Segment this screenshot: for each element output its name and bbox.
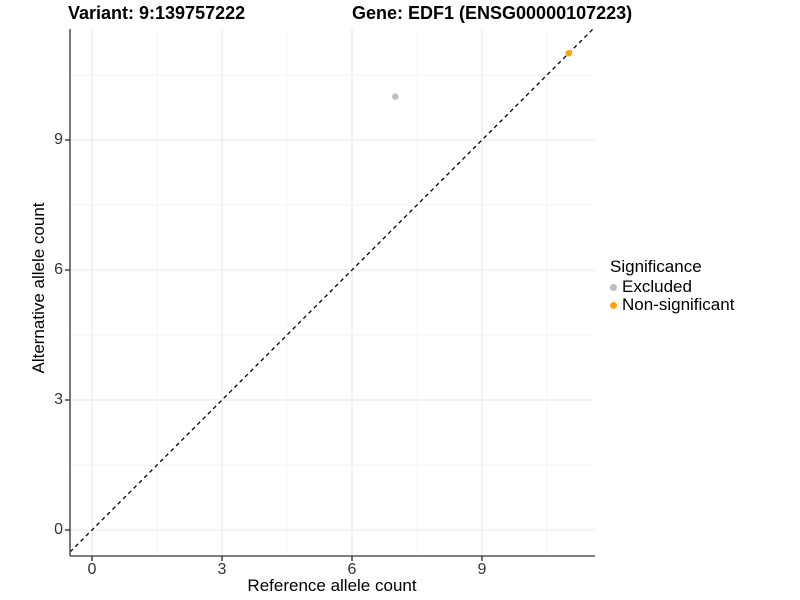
excluded-point-icon — [610, 283, 617, 291]
gene-title: Gene: EDF1 (ENSG00000107223) — [352, 3, 633, 23]
y-tick-label-3: 3 — [54, 391, 63, 408]
identity-line — [69, 28, 594, 553]
y-tick-label-9: 9 — [54, 131, 63, 148]
legend: Significance Excluded Non-significant — [610, 256, 734, 314]
y-axis-title: Alternative allele count — [29, 202, 48, 374]
legend-item-non-significant: Non-significant — [610, 295, 735, 314]
data-point-non-significant — [565, 50, 572, 57]
x-tick-label-9: 9 — [477, 561, 487, 578]
x-tick-label-0: 0 — [87, 561, 97, 578]
y-tick-label-6: 6 — [54, 261, 63, 278]
legend-label-excluded: Excluded — [622, 277, 692, 296]
legend-label-non-significant: Non-significant — [622, 295, 735, 314]
x-tick-label-3: 3 — [217, 561, 227, 578]
x-axis-title: Reference allele count — [247, 576, 417, 595]
y-tick-label-0: 0 — [54, 521, 63, 538]
legend-title: Significance — [610, 257, 702, 276]
x-tick-label-6: 6 — [347, 561, 357, 578]
non-significant-point-icon — [610, 301, 617, 309]
data-point-excluded — [392, 93, 399, 100]
variant-title: Variant: 9:139757222 — [68, 3, 246, 23]
legend-item-excluded: Excluded — [610, 277, 734, 296]
